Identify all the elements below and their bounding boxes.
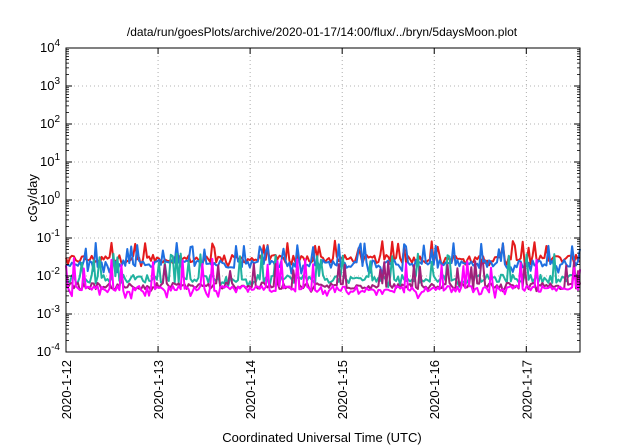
x-tick-label: 2020-1-13: [151, 360, 166, 419]
y-tick-label: 101: [40, 152, 60, 169]
x-axis-label: Coordinated Universal Time (UTC): [222, 430, 421, 445]
y-tick-label: 10-2: [37, 266, 61, 283]
grid: [66, 48, 580, 352]
y-axis-label: cGy/day: [25, 174, 40, 222]
x-tick-label: 2020-1-17: [519, 360, 534, 419]
series-line: [65, 260, 581, 293]
x-tick-label: 2020-1-15: [335, 360, 350, 419]
y-tick-label: 10-4: [37, 342, 61, 359]
y-tick-label: 10-3: [37, 304, 61, 321]
x-axis-ticks: 2020-1-12 2020-1-13 2020-1-14 2020-1-15 2020…: [59, 48, 534, 419]
y-tick-label: 104: [40, 38, 60, 55]
series-line: [65, 257, 581, 300]
x-tick-label: 2020-1-12: [59, 360, 74, 419]
y-tick-label: 100: [40, 190, 60, 207]
chart-title: /data/run/goesPlots/archive/2020-01-17/1…: [127, 25, 518, 39]
y-tick-label: 103: [40, 76, 60, 93]
y-axis-ticks: 10-4 10-3 10-2 10-1 100 101 102 103 104: [37, 38, 580, 359]
x-tick-label: 2020-1-16: [427, 360, 442, 419]
y-tick-label: 102: [40, 114, 60, 131]
series-lines: [65, 239, 581, 300]
x-tick-label: 2020-1-14: [243, 360, 258, 419]
y-tick-label: 10-1: [37, 228, 61, 245]
series-line: [65, 239, 581, 268]
